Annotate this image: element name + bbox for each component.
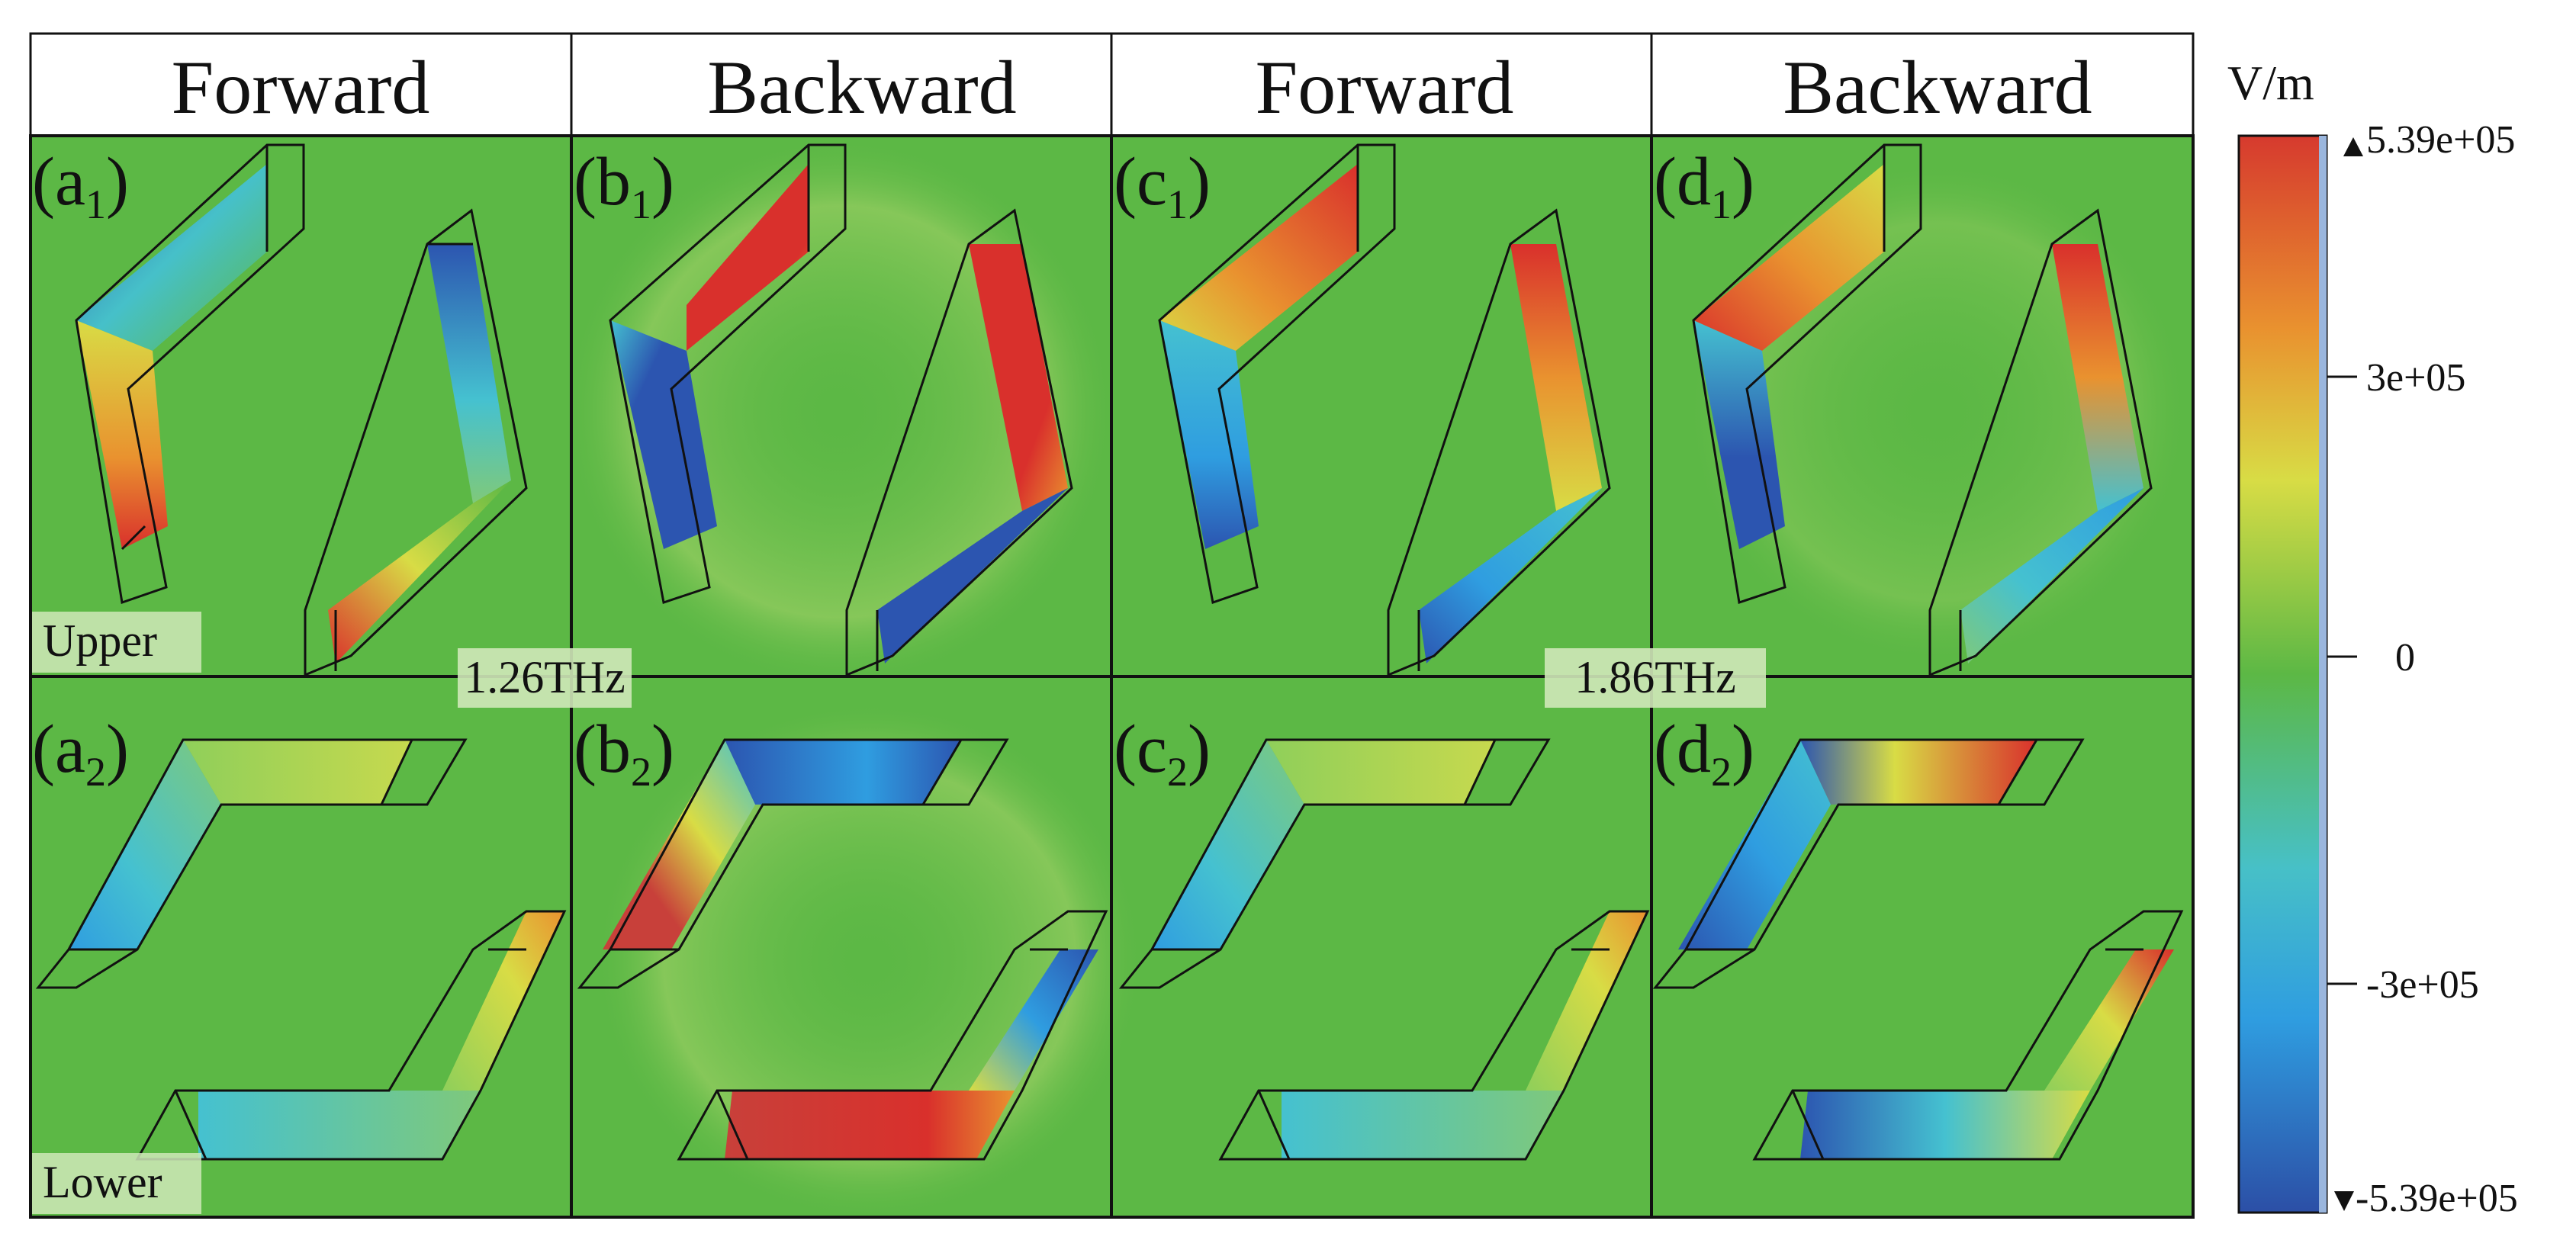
arm-field: [442, 911, 564, 1091]
arm-field: [1800, 740, 2037, 805]
min-arrow-icon: [2334, 1191, 2354, 1211]
arm-field: [1678, 740, 1831, 949]
arm-field: [603, 740, 755, 949]
column-header-2: Backward: [707, 45, 1016, 130]
arm-field: [969, 244, 1068, 511]
panel-label-c2: (c2): [1114, 712, 1211, 795]
arm-field: [1526, 911, 1648, 1091]
arm-field: [969, 949, 1098, 1091]
panel-label-d1: (d1): [1654, 144, 1754, 227]
panel-b1: [564, 137, 1114, 686]
colorbar-edge: [2319, 136, 2327, 1213]
colorbar-tick-label: -3e+05: [2366, 963, 2479, 1007]
arm-field: [1960, 488, 2143, 663]
arm-field: [328, 480, 511, 663]
arm-field: [1693, 164, 1884, 351]
panel-d2: [1652, 738, 2184, 1161]
panel-label-b1: (b1): [574, 144, 674, 227]
resonator-outline: [1692, 143, 2153, 677]
colorbar-gradient: [2237, 134, 2328, 1214]
arm-field: [427, 244, 511, 503]
arm-field: [1159, 320, 1259, 549]
arm-field: [877, 488, 1068, 663]
panel-label-a2: (a2): [32, 712, 129, 795]
arm-field: [2044, 949, 2174, 1091]
column-header-1: Forward: [172, 45, 430, 130]
panel-a1: [75, 143, 528, 677]
arm-field: [183, 740, 412, 805]
colorbar-unit: V/m: [2227, 56, 2314, 110]
column-header-4: Backward: [1783, 45, 2092, 130]
arm-field: [687, 164, 809, 351]
upper-tag-box: [32, 612, 201, 673]
resonator-outline: [75, 143, 528, 677]
resonator-outline: [1158, 143, 1611, 677]
frequency-badge-2: 1.86THz: [1574, 652, 1736, 702]
lower-tag-box: [32, 1153, 201, 1214]
arm-field: [76, 320, 168, 549]
frequency-badges: 1.26THz 1.86THz: [458, 648, 1766, 708]
panel-b2: [577, 702, 1144, 1220]
header-row: Forward Backward Forward Backward: [29, 32, 2195, 137]
arm-field: [725, 1091, 1015, 1159]
arm-field: [2052, 244, 2143, 511]
arm-field: [1159, 164, 1358, 351]
arm-field: [76, 164, 267, 351]
column-header-3: Forward: [1256, 45, 1514, 130]
resonator-outline: [577, 738, 1108, 1161]
frequency-badge-box-1: [458, 648, 632, 708]
panel-c2: [1118, 738, 1650, 1161]
frequency-badge-1: 1.26THz: [464, 652, 626, 702]
panel-d1: [1686, 143, 2189, 677]
arm-field: [69, 740, 221, 949]
panel-label-d2: (d2): [1654, 712, 1754, 795]
panel-labels: (a1) (b1) (c1) (d1) (a2) (b2) (c2) (d2): [32, 144, 1754, 795]
lower-tag: Lower: [43, 1157, 162, 1207]
colorbar-tick-label: 0: [2395, 636, 2415, 680]
resonator-outline: [609, 143, 1073, 677]
colorbar-tick-label: 3e+05: [2366, 356, 2465, 400]
panel-a2: [35, 738, 567, 1161]
arm-field: [1800, 1091, 2090, 1159]
panel-c1: [1158, 143, 1611, 677]
arm-field: [198, 1091, 481, 1159]
panel-label-c1: (c1): [1114, 144, 1211, 227]
colorbar: V/m 5.39e+05 3e+05 0 -3e+05 -5.39e+05: [2227, 56, 2518, 1220]
arm-field: [1510, 244, 1602, 511]
upper-tag: Upper: [43, 615, 157, 666]
panel-label-a1: (a1): [32, 144, 129, 227]
frequency-badge-box-2: [1545, 648, 1766, 708]
arm-field: [1266, 740, 1495, 805]
panel-label-b2: (b2): [574, 712, 674, 795]
resonator-outline: [1118, 738, 1650, 1161]
arm-field: [725, 740, 961, 805]
resonator-outline: [1652, 738, 2184, 1161]
arm-field: [1282, 1091, 1564, 1159]
colorbar-max-label: 5.39e+05: [2366, 118, 2515, 162]
row-tags: Upper Lower: [32, 612, 201, 1214]
max-arrow-icon: [2343, 137, 2363, 156]
arm-field: [1152, 740, 1304, 949]
colorbar-min-label: -5.39e+05: [2356, 1177, 2518, 1220]
arm-field: [1419, 488, 1602, 663]
arm-field: [1693, 320, 1785, 549]
